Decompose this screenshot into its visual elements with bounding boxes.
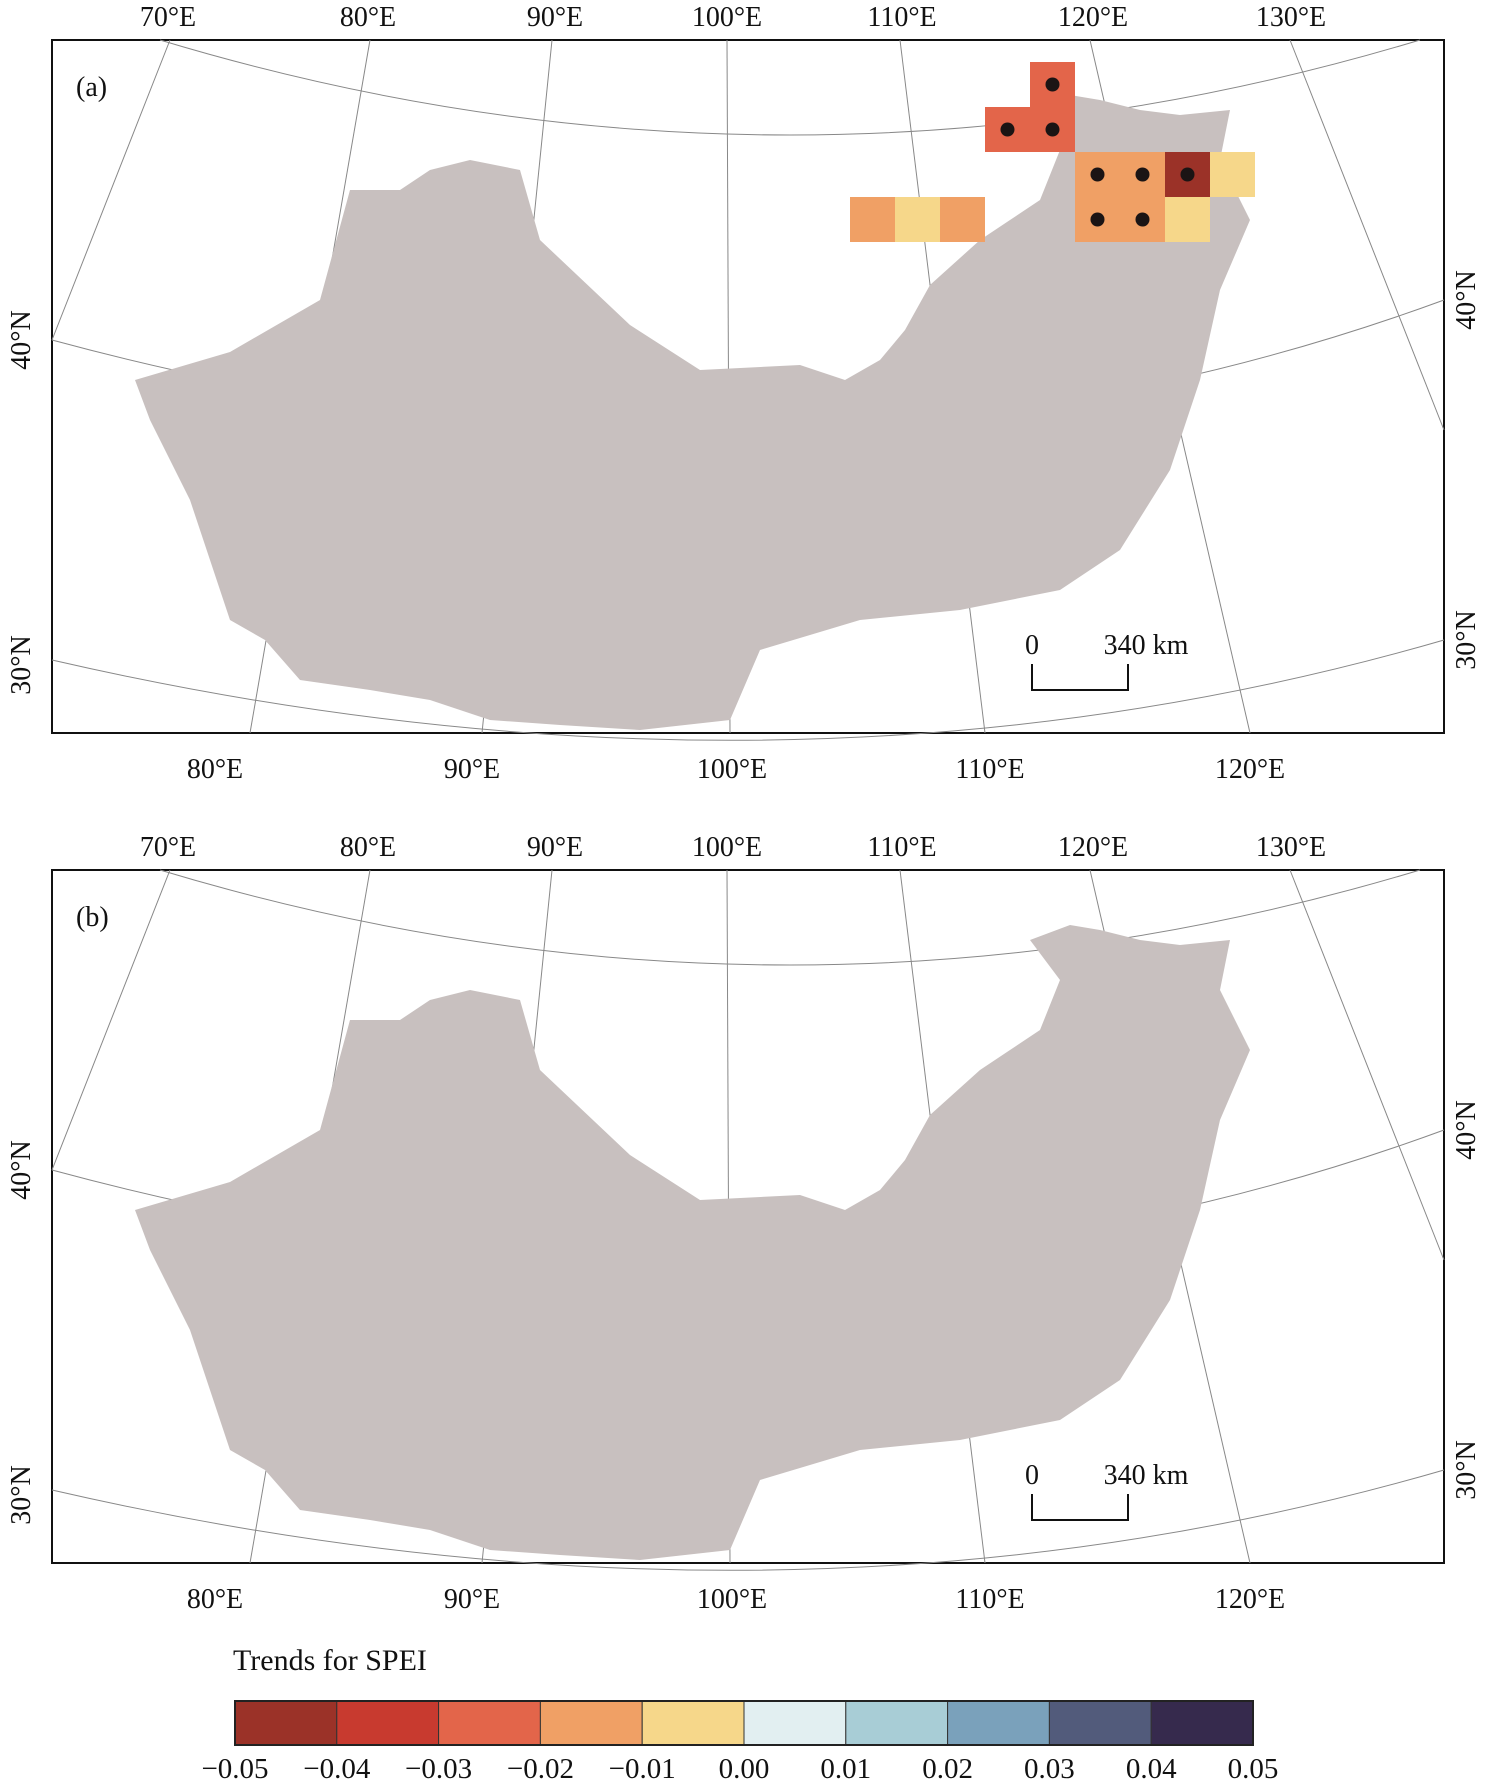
colorbar-tick-labels: −0.05 −0.04 −0.03 −0.02 −0.01 0.00 0.01 0.02 0.0…: [201, 1753, 1279, 1785]
panel-label: (a): [76, 72, 107, 103]
colorbar-swatch: [845, 1700, 949, 1746]
lon-label-top: 70°E: [140, 832, 196, 863]
bottom-longitude-labels: 80°E 90°E 100°E 110°E 120°E: [187, 1584, 1285, 1615]
grid-cell: [850, 197, 895, 242]
lon-label-top: 80°E: [340, 2, 396, 33]
colorbar-swatch: [336, 1700, 440, 1746]
significance-dot: [1090, 167, 1105, 182]
colorbar-title: Trends for SPEI: [233, 1644, 427, 1677]
scale-bar: 0 340 km: [1025, 630, 1189, 691]
colorbar-swatch: [1048, 1700, 1152, 1746]
lon-label-top: 120°E: [1058, 2, 1128, 33]
colorbar-legend: Trends for SPEI −0.05 −0.04 −0.03 −0.02 −0.0…: [0, 1640, 1500, 1785]
significance-dot: [1135, 212, 1150, 227]
scale-bar: 0 340 km: [1025, 1460, 1189, 1521]
colorbar-tick-label: −0.02: [507, 1753, 574, 1783]
lat-label-right: 30°N: [1451, 1440, 1482, 1499]
lon-label-top: 130°E: [1256, 2, 1326, 33]
significance-dot: [1045, 122, 1060, 137]
lon-label-top: 110°E: [867, 832, 936, 863]
colorbar-tick-label: 0.04: [1126, 1753, 1177, 1783]
colorbar-tick-label: 0.05: [1228, 1753, 1279, 1783]
lon-label-bottom: 120°E: [1215, 1584, 1285, 1615]
significance-dot: [1045, 77, 1060, 92]
colorbar-tick-label: −0.03: [405, 1753, 472, 1783]
colorbar-swatch: [234, 1700, 338, 1746]
top-longitude-labels: 70°E 80°E 90°E 100°E 110°E 120°E 130°E: [140, 2, 1326, 33]
colorbar-swatch: [947, 1700, 1050, 1746]
grid-cell: [1165, 197, 1210, 242]
scale-zero: 0: [1025, 1460, 1039, 1491]
lon-label-top: 80°E: [340, 832, 396, 863]
significance-dot: [1000, 122, 1015, 137]
lon-label-top: 90°E: [527, 2, 583, 33]
lon-label-top: 90°E: [527, 832, 583, 863]
panel-label: (b): [76, 902, 109, 933]
map-panel-b: (b) 70°E 80°E 90°E 100°E 110°E 120°E 130…: [0, 830, 1500, 1630]
significance-dot: [1090, 212, 1105, 227]
colorbar-swatch: [641, 1700, 745, 1746]
bottom-longitude-labels: 80°E 90°E 100°E 110°E 120°E: [187, 754, 1285, 785]
lon-label-bottom: 100°E: [697, 1584, 767, 1615]
colorbar-tick-label: 0.03: [1024, 1753, 1075, 1783]
grid-cell: [1210, 152, 1255, 197]
lat-label-right: 30°N: [1451, 610, 1482, 669]
significance-dot: [1180, 167, 1195, 182]
lon-label-top: 110°E: [867, 2, 936, 33]
lat-label-right: 40°N: [1451, 1100, 1482, 1159]
colorbar-tick-label: 0.00: [719, 1753, 770, 1783]
lon-label-top: 120°E: [1058, 832, 1128, 863]
lon-label-bottom: 110°E: [955, 1584, 1024, 1615]
grid-cell: [895, 197, 940, 242]
colorbar-swatch: [438, 1700, 541, 1746]
lon-label-bottom: 100°E: [697, 754, 767, 785]
colorbar-tick-label: −0.05: [201, 1753, 268, 1783]
lat-label-left: 30°N: [6, 635, 37, 694]
lat-label-left: 40°N: [6, 310, 37, 369]
lon-label-top: 70°E: [140, 2, 196, 33]
lon-label-bottom: 80°E: [187, 1584, 243, 1615]
significance-dots: [1000, 77, 1195, 227]
grid-cell: [940, 197, 985, 242]
map-panel-a: (a) 70°E 80°E 90°E 100°E 110°E 120°E 130…: [0, 0, 1500, 800]
colorbar-swatch: [539, 1700, 643, 1746]
colorbar-tick-label: 0.02: [922, 1753, 973, 1783]
colorbar-swatch: [743, 1700, 847, 1746]
lon-label-bottom: 90°E: [444, 754, 500, 785]
lat-label-right: 40°N: [1451, 270, 1482, 329]
colorbar-tick-label: −0.04: [303, 1753, 371, 1783]
lon-label-top: 100°E: [692, 2, 762, 33]
lat-label-left: 30°N: [6, 1465, 37, 1524]
lon-label-bottom: 90°E: [444, 1584, 500, 1615]
colorbar-tick-label: 0.01: [820, 1753, 871, 1783]
lon-label-bottom: 120°E: [1215, 754, 1285, 785]
lon-label-bottom: 80°E: [187, 754, 243, 785]
colorbar-border: [234, 1700, 1254, 1746]
significance-dot: [1135, 167, 1150, 182]
region-outline: [135, 925, 1250, 1560]
scale-distance: 340 km: [1104, 630, 1189, 661]
lat-label-left: 40°N: [6, 1140, 37, 1199]
lon-label-bottom: 110°E: [955, 754, 1024, 785]
colorbar-swatch: [1150, 1700, 1254, 1746]
lon-label-top: 130°E: [1256, 832, 1326, 863]
scale-zero: 0: [1025, 630, 1039, 661]
scale-distance: 340 km: [1104, 1460, 1189, 1491]
top-longitude-labels: 70°E 80°E 90°E 100°E 110°E 120°E 130°E: [140, 832, 1326, 863]
region-outline: [135, 95, 1250, 730]
lon-label-top: 100°E: [692, 832, 762, 863]
colorbar-tick-label: −0.01: [609, 1753, 676, 1783]
colorbar-swatches: [234, 1700, 1254, 1746]
